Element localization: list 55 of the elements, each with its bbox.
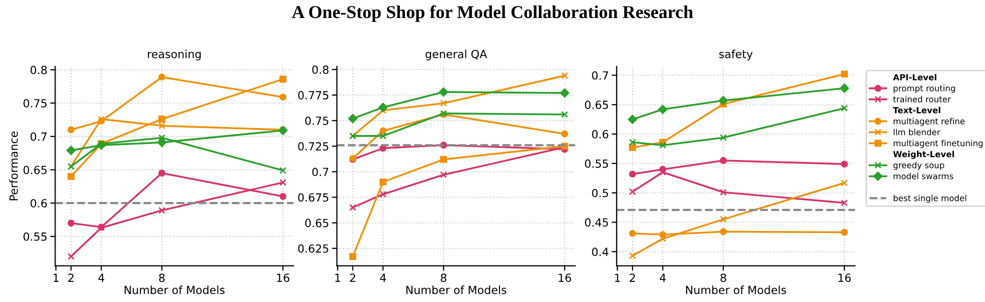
x-tick-label: 16 <box>277 274 290 282</box>
x-tick-label: 1 <box>54 274 58 282</box>
x-tick-label: 4 <box>98 274 104 282</box>
x-tick-label: 1 <box>615 274 620 282</box>
y-tick-label: 0.45 <box>584 218 608 227</box>
x-tick-label: 4 <box>660 274 666 282</box>
y-tick-label: 0.65 <box>584 100 608 110</box>
y-tick-label: 0.675 <box>298 193 328 202</box>
y-tick-label: 0.725 <box>298 142 328 151</box>
x-axis-title: Number of Models <box>406 286 506 294</box>
x-tick-label: 16 <box>558 274 572 282</box>
legend-label: prompt routing <box>894 84 955 93</box>
x-tick-label: 8 <box>720 274 726 282</box>
y-tick-label: 0.775 <box>298 91 328 100</box>
y-tick-label: 0.625 <box>298 244 328 253</box>
y-tick-label: 0.6 <box>592 130 608 138</box>
text: API-Level <box>893 74 936 80</box>
legend-label: trained router <box>893 96 951 102</box>
legend-label: multiagent finetuning <box>894 140 983 148</box>
x-tick-label: 8 <box>440 274 446 282</box>
text: A One-Stop Shop for Model Collaboration Research <box>292 5 694 22</box>
y-tick-label: 0.55 <box>24 232 47 241</box>
y-tick-label: 0.75 <box>24 99 47 108</box>
y-tick-label: 0.65 <box>24 166 47 174</box>
text: Weight-Level <box>893 150 954 159</box>
x-tick-label: 4 <box>380 274 386 282</box>
x-tick-label: 2 <box>68 274 74 282</box>
chart-title: general QA <box>426 50 488 60</box>
legend-label: multiagent refine <box>894 118 965 126</box>
legend-label: best single model <box>894 194 966 203</box>
y-tick-label: 0.7 <box>592 71 608 80</box>
x-tick-label: 16 <box>838 274 851 282</box>
x-tick-label: 2 <box>350 274 356 282</box>
x-tick-label: 8 <box>159 274 165 282</box>
y-tick-label: 0.7 <box>312 168 328 176</box>
text: Text-Level <box>893 106 940 114</box>
y-tick-label: 0.7 <box>30 132 47 141</box>
legend-label: llm blender <box>894 128 940 136</box>
y-tick-label: 0.75 <box>305 116 328 125</box>
y-axis-title: Performance <box>9 131 18 200</box>
y-tick-label: 0.6 <box>30 199 47 208</box>
y-tick-label: 0.8 <box>30 66 47 74</box>
x-axis-title: Number of Models <box>686 286 786 294</box>
x-tick-label: 1 <box>335 274 340 282</box>
y-tick-label: 0.8 <box>312 65 328 74</box>
x-axis-title: Number of Models <box>124 286 225 294</box>
legend-label: greedy soup <box>893 162 944 170</box>
chart-title: safety <box>719 50 753 60</box>
chart-title: reasoning <box>148 50 201 60</box>
x-tick-label: 2 <box>630 274 635 282</box>
y-tick-label: 0.65 <box>305 218 328 228</box>
legend-label: model swarms <box>894 172 954 180</box>
y-tick-label: 0.55 <box>584 159 608 168</box>
y-tick-label: 0.5 <box>592 188 608 198</box>
y-tick-label: 0.4 <box>592 248 608 256</box>
